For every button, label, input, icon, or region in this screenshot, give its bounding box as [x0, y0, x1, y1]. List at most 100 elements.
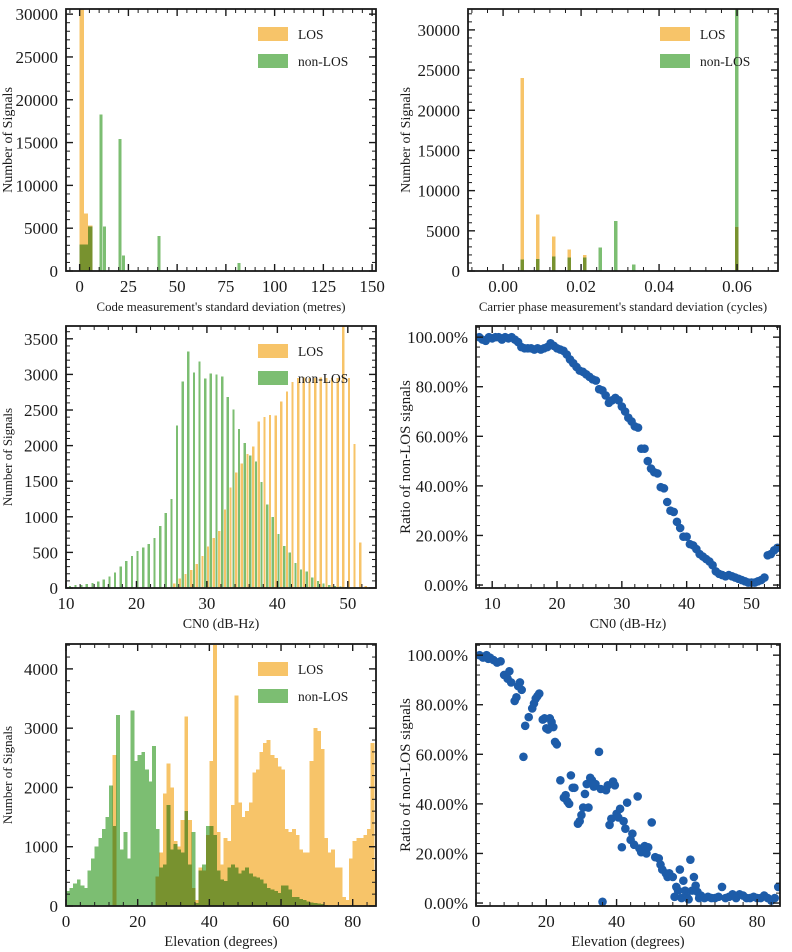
y-axis-label: Number of Signals [399, 87, 414, 193]
svg-text:150: 150 [359, 277, 385, 296]
svg-text:5000: 5000 [24, 219, 58, 238]
svg-text:20.00%: 20.00% [416, 526, 468, 545]
svg-text:500: 500 [33, 543, 59, 562]
svg-text:3000: 3000 [24, 365, 58, 384]
svg-text:30000: 30000 [16, 5, 59, 24]
los-bars [173, 326, 367, 588]
svg-text:25000: 25000 [16, 48, 59, 67]
legend-label: non-LOS [298, 54, 348, 69]
svg-text:0.00%: 0.00% [424, 576, 468, 595]
svg-text:1000: 1000 [24, 508, 58, 527]
svg-text:3000: 3000 [24, 719, 58, 738]
svg-text:0: 0 [50, 262, 59, 281]
axes-spines [65, 325, 377, 589]
svg-text:0.00: 0.00 [488, 277, 518, 296]
legend-label: LOS [700, 27, 726, 42]
subplot-code-std-histogram: 0 25 50 75 100 125 150 0 5000 10000 15000 20000 2500… [0, 0, 396, 317]
svg-text:0.06: 0.06 [722, 277, 752, 296]
svg-text:125: 125 [311, 277, 337, 296]
svg-text:30000: 30000 [418, 21, 461, 40]
tick-labels: 0 20 40 60 80 0 1000 2000 3000 4000 [24, 660, 361, 931]
y-axis-label: Number of Signals [1, 87, 16, 193]
legend-label: LOS [298, 27, 324, 42]
tick-labels: 10 20 30 40 50 0.00% 20.00% 40.00% 60.00% 80.00% 1… [407, 328, 760, 613]
svg-text:25: 25 [120, 277, 137, 296]
legend-label: LOS [298, 662, 324, 677]
axes-spines [475, 325, 781, 589]
svg-text:10000: 10000 [418, 182, 461, 201]
plot-area [68, 326, 367, 588]
svg-text:30: 30 [198, 594, 215, 613]
svg-text:10000: 10000 [16, 176, 59, 195]
plot-area [79, 9, 241, 271]
svg-text:80.00%: 80.00% [416, 378, 468, 397]
legend-swatch-los [660, 27, 690, 41]
svg-text:20: 20 [128, 594, 145, 613]
legend-swatch-nonlos [660, 54, 690, 68]
svg-text:80: 80 [749, 912, 766, 931]
nonlos-bars [68, 351, 353, 588]
svg-text:0: 0 [50, 897, 59, 916]
svg-text:20: 20 [129, 912, 146, 931]
subplot-cn0-histogram: 10 20 30 40 50 0 500 1000 1500 2000 2500 3000 3500 CN… [0, 317, 396, 634]
svg-text:0: 0 [62, 912, 71, 931]
subplot-cn0-ratio-scatter: 10 20 30 40 50 0.00% 20.00% 40.00% 60.00% 80.00% 1… [396, 317, 792, 634]
svg-text:30: 30 [613, 594, 630, 613]
svg-text:3500: 3500 [24, 330, 58, 349]
legend-label: LOS [298, 344, 324, 359]
svg-text:0.00%: 0.00% [424, 894, 468, 913]
axes-spines [65, 8, 377, 272]
axes-spines [467, 8, 779, 272]
svg-text:0.02: 0.02 [566, 277, 596, 296]
svg-text:40: 40 [269, 594, 286, 613]
x-axis-label: Carrier phase measurement's standard dev… [479, 300, 767, 314]
svg-text:75: 75 [217, 277, 234, 296]
tick-labels: 0 25 50 75 100 125 150 0 5000 10000 15000 20000 2500… [16, 5, 385, 296]
nonlos-bars [66, 710, 343, 906]
nonlos-bars [79, 114, 241, 271]
svg-text:1000: 1000 [24, 838, 58, 857]
elevation-ratio-scatter-chart: 0 20 40 60 80 0.00% 20.00% 40.00% 60.00% 80.00% 10… [396, 635, 792, 952]
cn0-hist-chart: 10 20 30 40 500500100015002000250030003500CN… [0, 317, 396, 634]
nonlos-bars [520, 9, 739, 271]
x-axis-label: Code measurement's standard deviation (m… [97, 300, 346, 314]
svg-text:40: 40 [201, 912, 218, 931]
plot-area [476, 650, 780, 906]
legend-swatch-los [258, 27, 288, 41]
legend: LOS non-LOS [258, 27, 348, 69]
svg-text:5000: 5000 [426, 222, 460, 241]
svg-text:15000: 15000 [16, 134, 59, 153]
y-axis-label: Ratio of non-LOS signals [398, 380, 414, 534]
svg-text:60: 60 [678, 912, 695, 931]
svg-text:20000: 20000 [16, 91, 59, 110]
major-ticks [476, 326, 780, 588]
subplot-elevation-histogram: 0 20 40 60 80 0 1000 2000 3000 4000 Elevation (deg… [0, 635, 396, 952]
svg-text:10: 10 [58, 594, 75, 613]
axes-spines [65, 643, 377, 907]
legend: LOS non-LOS [258, 662, 348, 704]
svg-text:60: 60 [273, 912, 290, 931]
tick-labels: 0.00 0.02 0.04 0.06 0 5000 10000 15000 20000 2500… [418, 21, 752, 296]
svg-text:100: 100 [262, 277, 288, 296]
svg-text:2000: 2000 [24, 778, 58, 797]
svg-text:50: 50 [169, 277, 186, 296]
legend-swatch-nonlos [258, 54, 288, 68]
svg-text:50: 50 [339, 594, 356, 613]
tick-labels: 0 20 40 60 80 0.00% 20.00% 40.00% 60.00% 80.00% 10… [407, 646, 766, 931]
y-axis-label: Number of Signals [0, 726, 15, 824]
x-axis-label: CN0 (dB-Hz) [590, 617, 667, 632]
legend-swatch-nonlos [258, 689, 288, 703]
y-axis-label: Number of Signals [0, 408, 15, 506]
svg-text:15000: 15000 [418, 141, 461, 160]
major-ticks [66, 9, 376, 272]
svg-text:60.00%: 60.00% [416, 427, 468, 446]
legend-swatch-los [258, 344, 288, 358]
svg-text:100.00%: 100.00% [407, 328, 468, 347]
svg-text:0: 0 [472, 912, 481, 931]
svg-text:20000: 20000 [418, 101, 461, 120]
plot-area [66, 645, 376, 906]
legend: LOS non-LOS [660, 27, 750, 69]
x-axis-label: Elevation (degrees) [164, 934, 277, 950]
